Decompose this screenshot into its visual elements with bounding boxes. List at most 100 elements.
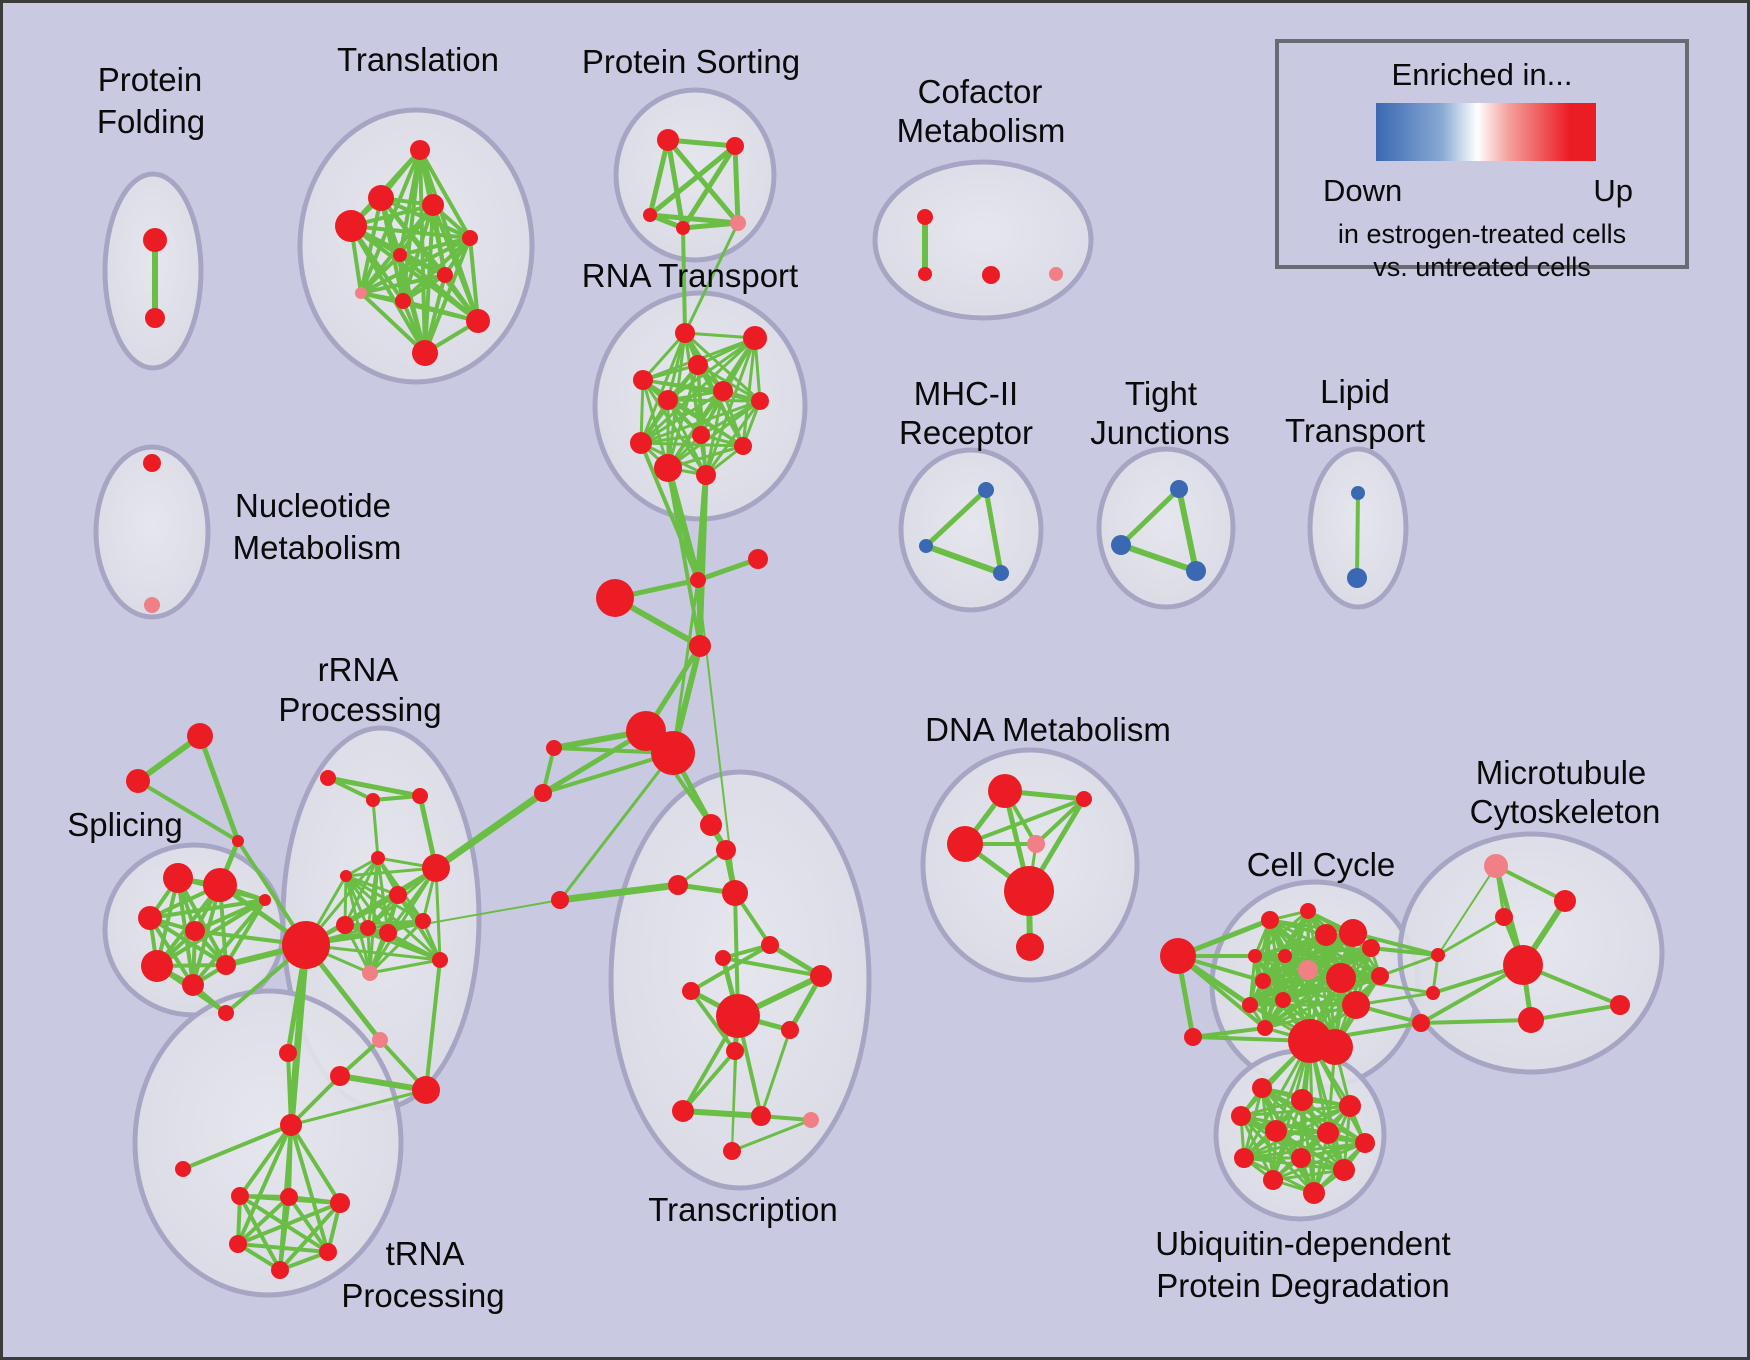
edge-rt11-mc4: [666, 466, 702, 648]
node-tc3: [668, 875, 688, 895]
node-rr16: [330, 1066, 350, 1086]
edge-rr11-rr12: [386, 931, 442, 962]
edge-t7-t11: [423, 273, 447, 355]
edge-cch-cc16: [1176, 954, 1267, 1030]
node-sp5: [259, 894, 271, 906]
edge-cc8-cc14: [1248, 933, 1328, 1007]
node-cc10: [1362, 939, 1380, 957]
edge-rr1-rr3: [325, 775, 423, 799]
node-tj2: [1111, 535, 1131, 555]
edge-mc2-mc6: [671, 578, 700, 755]
trna-processing-label: Processing: [341, 1277, 504, 1314]
edge-mtp-ms1: [1437, 865, 1497, 956]
edge-tj2-tj3: [1118, 542, 1199, 574]
edge-cc9-ms1: [1351, 931, 1440, 957]
edge-ps2-ps5: [732, 143, 741, 226]
edge-rr5-rr13: [368, 866, 438, 975]
edge-mtp-mt1: [1494, 864, 1567, 903]
node-rr15: [412, 1076, 440, 1104]
edge-ps2-ps3: [647, 143, 738, 218]
node-rt4: [633, 370, 653, 390]
node-rt3: [688, 355, 708, 375]
node-rt11: [654, 454, 682, 482]
node-dm1: [988, 774, 1022, 808]
edge-u6-u8: [1242, 1131, 1330, 1160]
node-rr3: [412, 788, 428, 804]
edge-tc16-tc15: [730, 1118, 813, 1153]
edge-t7-t9: [401, 273, 447, 303]
node-t10: [466, 309, 490, 333]
tight-junctions-ellipse: [1096, 446, 1236, 610]
node-rt8: [630, 432, 652, 454]
node-u4: [1231, 1106, 1251, 1126]
edge-mh2-mh3: [923, 543, 1004, 576]
node-u2: [1291, 1089, 1313, 1111]
edge-t1-t5: [418, 148, 472, 240]
node-lt2: [1347, 568, 1367, 588]
edge-tni-tnh: [181, 1123, 293, 1171]
edge-rt2-rt6: [666, 336, 757, 402]
node-rt6: [658, 390, 678, 410]
microtubule-cytoskeleton-label: Cytoskeleton: [1470, 793, 1661, 830]
lipid-transport-label: Transport: [1285, 412, 1425, 449]
node-rr8: [415, 913, 431, 929]
edge-tnh-tn6: [236, 1123, 293, 1246]
edge-u10-u11: [1271, 1168, 1346, 1182]
legend-down-label: Down: [1323, 173, 1403, 208]
edge-mt3-mt4: [1529, 1003, 1622, 1022]
trna-processing-label: tRNA: [386, 1235, 465, 1272]
node-rr9: [336, 916, 354, 934]
legend-up-label: Up: [1593, 173, 1633, 208]
edge-rr5-rr12: [434, 866, 442, 962]
node-t7: [437, 267, 453, 283]
node-tn3: [231, 1187, 249, 1205]
node-tc6: [761, 936, 779, 954]
node-dm4: [1027, 835, 1045, 853]
node-u8: [1234, 1148, 1254, 1168]
edge-rt1-rt4: [641, 331, 687, 382]
node-ccb2: [1317, 1029, 1353, 1065]
cofactor-metabolism-label: Cofactor: [918, 73, 1043, 110]
node-ta: [187, 723, 213, 749]
edge-tc7-tc8: [721, 956, 823, 978]
node-sp8: [216, 955, 236, 975]
node-mc6: [651, 731, 695, 775]
node-tc13: [672, 1100, 694, 1122]
cofactor-metabolism-ellipse: [872, 159, 1094, 321]
node-tc15: [803, 1112, 819, 1128]
node-sp4: [185, 921, 205, 941]
node-tc12: [726, 1042, 744, 1060]
node-sp7: [182, 974, 204, 996]
edge-tn4-tn6: [236, 1195, 291, 1246]
transcription-label: Transcription: [648, 1191, 838, 1228]
edge-tc6-tc9: [689, 943, 772, 993]
rna-transport-label: RNA Transport: [582, 257, 798, 294]
edge-sp3-sp8: [148, 916, 228, 967]
node-tcx: [232, 835, 244, 847]
node-cc15: [1275, 992, 1291, 1008]
node-u9: [1291, 1148, 1311, 1168]
edge-dm2-dm3: [963, 797, 1086, 846]
ubiquitin-degradation-label: Ubiquitin-dependent: [1155, 1225, 1450, 1262]
node-mtb: [1503, 945, 1543, 985]
node-rr5: [422, 854, 450, 882]
translation-label: Translation: [337, 41, 499, 78]
protein-folding-label: Folding: [97, 103, 205, 140]
edge-t8-t11: [359, 291, 427, 355]
node-tc1: [700, 814, 722, 836]
legend-caption-line2: vs. untreated cells: [1373, 252, 1591, 282]
edge-rr12-rr13: [368, 958, 442, 975]
edge-tn4-tn8: [278, 1195, 291, 1272]
edge-cc9-cc16: [1263, 931, 1355, 1030]
node-rr6: [340, 870, 352, 882]
node-dm6: [1016, 933, 1044, 961]
edge-rt6-rt7: [666, 398, 762, 403]
edge-rt6-rt10: [666, 398, 745, 448]
node-hub: [282, 921, 330, 969]
node-mh3: [993, 565, 1009, 581]
nucleotide-metabolism-label: Metabolism: [233, 529, 402, 566]
node-u11: [1263, 1170, 1283, 1190]
node-rr12: [432, 952, 448, 968]
node-t5: [462, 230, 478, 246]
